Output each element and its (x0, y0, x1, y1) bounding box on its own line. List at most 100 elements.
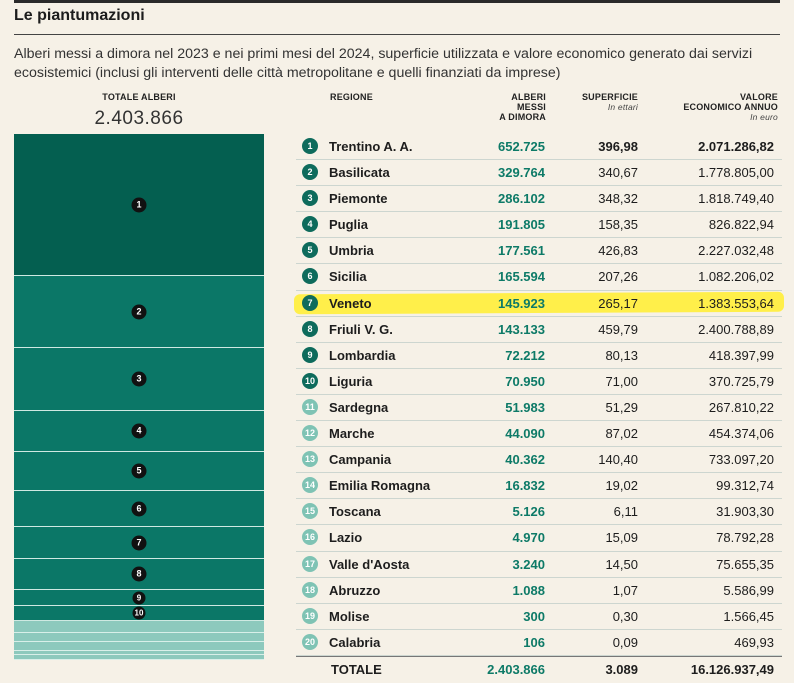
infographic-subtitle: Alberi messi a dimora nel 2023 e nei pri… (14, 46, 753, 81)
rank-badge: 19 (302, 607, 318, 624)
rank-badge: 6 (302, 268, 318, 285)
rank-badge: 14 (302, 477, 318, 494)
table-row: 19 Molise 300 0,30 1.566,45 (296, 604, 782, 630)
region-name: Trentino A. A. (329, 139, 413, 154)
economic-value: 826.822,94 (708, 217, 774, 233)
economic-value: 454.374,06 (708, 426, 774, 442)
rank-badge: 9 (302, 346, 318, 363)
trees-planted: 145.923 (498, 295, 545, 311)
trees-planted: 16.832 (505, 478, 545, 494)
bar-segment: 5 (14, 452, 264, 492)
economic-value: 2.071.286,82 (698, 139, 774, 154)
trees-planted: 4.970 (512, 530, 545, 546)
table-row: 8 Friuli V. G. 143.133 459,79 2.400.788,89 (296, 317, 782, 343)
table-row: 1 Trentino A. A. 652.725 396,98 2.071.286,82 (296, 134, 782, 161)
surface-hectares: 207,26 (598, 269, 638, 285)
trees-planted: 143.133 (498, 321, 545, 337)
rank-badge: 18 (302, 581, 318, 598)
economic-value: 1.566,45 (723, 608, 774, 624)
region-name: Friuli V. G. (329, 321, 393, 337)
regions-table: 1 Trentino A. A. 652.725 396,98 2.071.286,82… (293, 134, 785, 683)
surface-hectares: 1,07 (612, 582, 638, 598)
region-name: Calabria (329, 634, 381, 650)
segment-rank-badge: 6 (131, 501, 147, 517)
trees-planted: 40.362 (505, 452, 545, 468)
economic-value: 78.792,28 (716, 530, 774, 546)
infographic-title: Le piantumazioni (14, 7, 145, 24)
trees-planted: 3.240 (512, 556, 545, 572)
total-trees-header: TOTALE ALBERI (102, 92, 176, 102)
economic-value: 1.383.553,64 (698, 295, 774, 311)
economic-value: 370.725,79 (708, 373, 774, 389)
region-name: Lazio (329, 530, 363, 546)
surface-hectares: 459,79 (598, 321, 638, 337)
trees-planted: 72.212 (505, 347, 545, 363)
surface-hectares: 340,67 (598, 165, 638, 181)
region-name: Veneto (329, 295, 372, 311)
total-value: 16.126.937,49 (690, 661, 774, 677)
trees-planted: 106 (523, 634, 545, 650)
table-row: 20 Calabria 106 0,09 469,93 (296, 630, 782, 656)
surface-hectares: 80,13 (605, 347, 638, 363)
region-name: Valle d'Aosta (329, 556, 410, 572)
rank-badge: 16 (302, 529, 318, 546)
segment-rank-badge: 2 (131, 304, 147, 320)
rank-badge: 5 (302, 242, 318, 259)
surface-hectares: 426,83 (598, 243, 638, 259)
economic-value: 31.903,30 (716, 504, 774, 520)
table-row: 7 Veneto 145.923 265,17 1.383.553,64 (293, 291, 785, 317)
rank-badge: 1 (302, 138, 318, 154)
economic-value: 1.778.805,00 (698, 165, 774, 181)
region-name: Piemonte (329, 191, 388, 207)
bar-segment: 8 (14, 558, 264, 591)
rank-badge: 10 (302, 372, 318, 389)
table-row: 17 Valle d'Aosta 3.240 14,50 75.655,35 (296, 552, 782, 578)
segment-rank-badge: 7 (131, 535, 147, 551)
table-row: 14 Emilia Romagna 16.832 19,02 99.312,74 (296, 473, 782, 500)
table-row: 2 Basilicata 329.764 340,67 1.778.805,00 (296, 160, 782, 187)
region-name: Basilicata (329, 165, 390, 181)
surface-hectares: 6,11 (613, 504, 638, 520)
surface-hectares: 140,40 (598, 452, 638, 468)
segment-rank-badge: 3 (131, 371, 147, 387)
region-name: Molise (329, 608, 370, 624)
column-header-regione: REGIONE (330, 92, 373, 102)
surface-hectares: 19,02 (605, 478, 638, 494)
total-surface: 3.089 (605, 661, 638, 677)
bar-segment: 1 (14, 134, 264, 277)
trees-planted: 191.805 (498, 217, 545, 233)
surface-hectares: 396,98 (598, 139, 638, 154)
table-row: 3 Piemonte 286.102 348,32 1.818.749,40 (296, 186, 782, 213)
surface-hectares: 158,35 (598, 217, 638, 233)
table-total-row: TOTALE 2.403.866 3.089 16.126.937,49 (296, 655, 782, 683)
surface-hectares: 14,50 (605, 556, 638, 572)
region-name: Marche (329, 426, 375, 442)
economic-value: 733.097,20 (708, 452, 774, 468)
bar-segment-small (14, 651, 264, 655)
rank-badge: 11 (302, 398, 318, 415)
segment-rank-badge: 8 (131, 566, 147, 582)
trees-planted: 652.725 (498, 139, 545, 154)
trees-planted: 286.102 (498, 191, 545, 207)
segment-rank-badge: 5 (131, 463, 147, 479)
trees-planted: 1.088 (512, 582, 545, 598)
surface-hectares: 0,09 (612, 634, 638, 650)
segment-rank-badge: 9 (132, 591, 146, 604)
segment-rank-badge: 4 (131, 423, 147, 439)
region-name: Umbria (329, 243, 374, 259)
table-row: 12 Marche 44.090 87,02 454.374,06 (296, 421, 782, 448)
trees-planted: 165.594 (498, 269, 545, 285)
bar-segment: 4 (14, 410, 264, 453)
region-name: Lombardia (329, 347, 396, 363)
economic-value: 267.810,22 (708, 399, 774, 415)
tree-proportion-bar: 1 2 3 4 5 6 7 8 9 10 (14, 134, 264, 660)
top-rule (14, 0, 780, 3)
bar-segment: 3 (14, 348, 264, 411)
economic-value: 99.312,74 (716, 478, 774, 494)
trees-planted: 5.126 (512, 504, 545, 520)
rank-badge: 15 (302, 503, 318, 520)
surface-hectares: 15,09 (605, 530, 638, 546)
title-divider (14, 34, 780, 35)
region-name: Liguria (329, 373, 373, 389)
table-row: 9 Lombardia 72.212 80,13 418.397,99 (296, 343, 782, 369)
